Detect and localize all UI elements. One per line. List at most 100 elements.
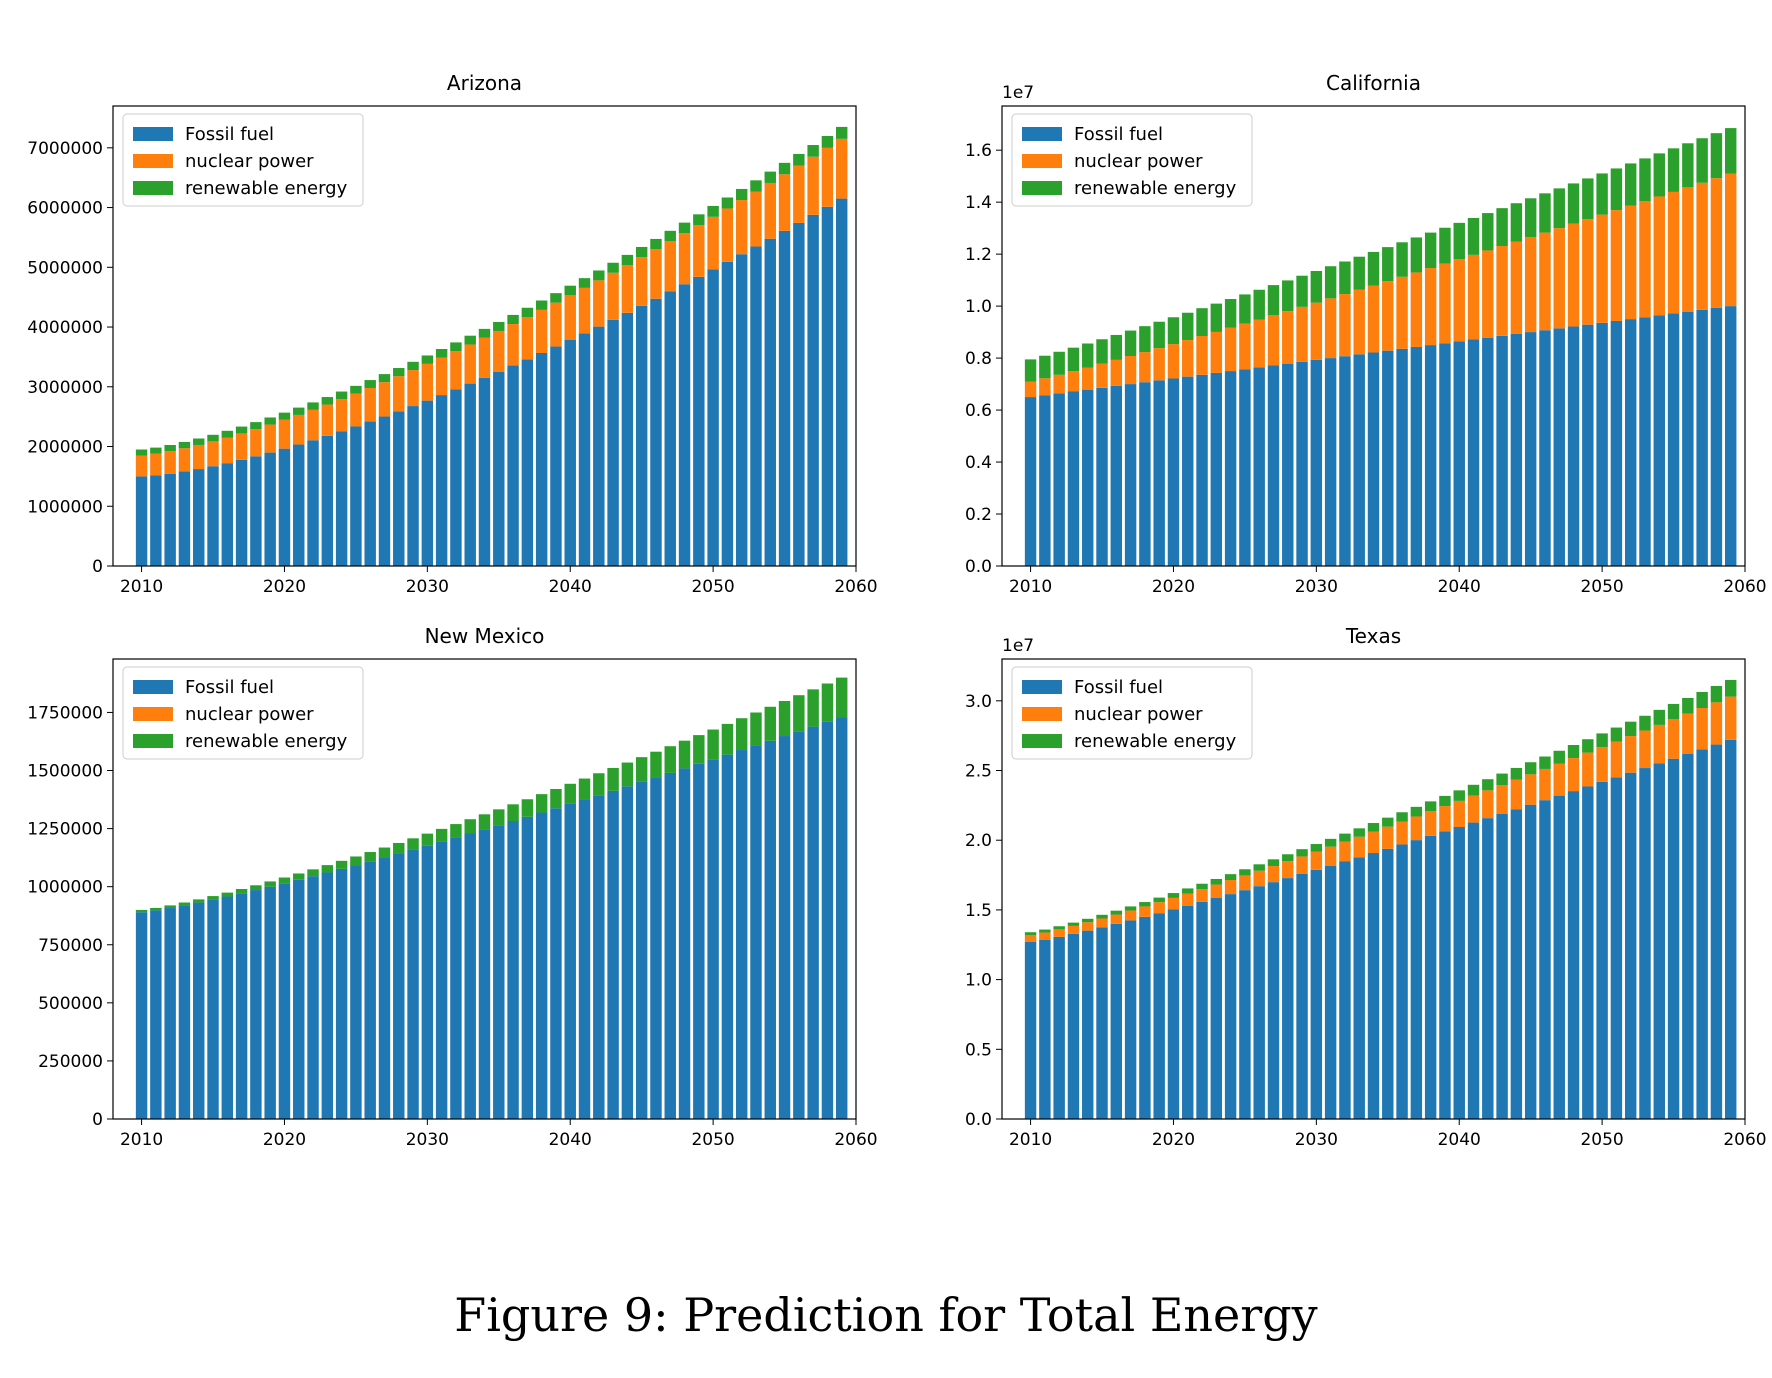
bar-renewable-2040: [564, 285, 576, 296]
bar-fossil-2051: [721, 261, 734, 566]
bar-renewable-2016: [1110, 334, 1123, 360]
bar-renewable-2038: [1424, 801, 1437, 812]
bar-renewable-2058: [821, 136, 834, 148]
bar-fossil-2033: [464, 383, 476, 566]
y-tick-label: 5000000: [27, 258, 103, 278]
bar-fossil-2021: [293, 879, 305, 1119]
x-tick-label: 2060: [834, 1130, 877, 1150]
bar-fossil-2016: [1110, 385, 1123, 566]
bar-nuclear-2053: [1639, 201, 1651, 318]
bar-nuclear-2038: [1424, 268, 1437, 346]
bar-nuclear-2028: [1282, 861, 1294, 879]
bar-fossil-2050: [707, 759, 719, 1119]
bar-fossil-2049: [693, 763, 705, 1119]
bar-renewable-2026: [1253, 864, 1265, 871]
bar-fossil-2011: [1039, 395, 1051, 566]
bar-fossil-2034: [478, 377, 491, 566]
bar-nuclear-2021: [1182, 893, 1194, 906]
bar-nuclear-2046: [1539, 768, 1551, 801]
bar-renewable-2057: [1696, 138, 1708, 183]
bar-fossil-2035: [1382, 848, 1394, 1119]
bar-nuclear-2024: [335, 399, 348, 432]
bar-nuclear-2016: [1110, 359, 1123, 386]
bar-nuclear-2029: [407, 370, 419, 407]
bar-fossil-2030: [1310, 359, 1323, 566]
bar-fossil-2042: [1482, 337, 1494, 566]
bar-renewable-2033: [464, 335, 476, 345]
bar-nuclear-2047: [664, 241, 676, 292]
bar-fossil-2032: [450, 837, 462, 1119]
y-tick-label: 0.4: [965, 453, 992, 473]
bar-fossil-2058: [1710, 307, 1723, 566]
bar-nuclear-2054: [1653, 724, 1665, 764]
bar-renewable-2016: [1110, 910, 1123, 915]
legend: Fossil fuel nuclear power renewable energy: [122, 113, 364, 207]
legend-label-renewable: renewable energy: [1074, 178, 1237, 199]
bar-renewable-2056: [793, 695, 805, 732]
bar-fossil-2054: [1653, 315, 1665, 566]
bar-renewable-2054: [764, 706, 776, 741]
bar-nuclear-2024: [1224, 327, 1237, 372]
bar-nuclear-2012: [1053, 374, 1065, 394]
bar-renewable-2052: [1624, 721, 1637, 737]
figure-caption: Figure 9: Prediction for Total Energy: [454, 1288, 1318, 1342]
bar-renewable-2040: [1453, 222, 1465, 260]
bar-nuclear-2039: [550, 302, 562, 347]
bar-fossil-2055: [1667, 758, 1680, 1119]
x-tick-label: 2030: [406, 577, 449, 597]
bar-fossil-2053: [750, 246, 762, 566]
y-tick-label: 1000000: [27, 878, 103, 898]
bar-fossil-2057: [1696, 749, 1708, 1119]
bar-fossil-2048: [1567, 326, 1580, 566]
bar-renewable-2059: [1725, 679, 1737, 697]
bar-nuclear-2046: [650, 249, 662, 299]
bar-fossil-2059: [1725, 306, 1737, 566]
legend-swatch-fossil: [133, 127, 173, 141]
bar-fossil-2056: [793, 731, 805, 1119]
bar-renewable-2032: [450, 342, 462, 352]
bar-renewable-2010: [1024, 932, 1037, 935]
bar-nuclear-2048: [1567, 223, 1580, 327]
bar-renewable-2043: [1496, 208, 1508, 246]
y-tick-label: 500000: [38, 994, 103, 1014]
bar-nuclear-2039: [1439, 263, 1451, 344]
bar-fossil-2047: [664, 772, 676, 1119]
bar-fossil-2046: [650, 298, 662, 566]
bar-renewable-2044: [1510, 767, 1523, 780]
bar-fossil-2044: [621, 312, 634, 566]
y-tick-label: 1250000: [27, 820, 103, 840]
bar-renewable-2043: [607, 262, 619, 273]
bar-fossil-2018: [1139, 916, 1151, 1119]
bar-nuclear-2058: [1710, 178, 1723, 308]
bar-nuclear-2015: [1096, 918, 1108, 928]
bar-nuclear-2035: [1382, 281, 1394, 351]
bar-renewable-2048: [1567, 745, 1580, 759]
bar-nuclear-2058: [1710, 702, 1723, 745]
bar-nuclear-2047: [1553, 228, 1565, 329]
bar-fossil-2022: [307, 440, 319, 566]
bar-nuclear-2031: [1324, 298, 1337, 359]
bar-fossil-2050: [1596, 781, 1608, 1119]
bar-renewable-2039: [1439, 227, 1451, 264]
chart-panel-california: 2010 2020 2030 2040 2050 2060 0.0 0.2 0.4 0.6 0.8 1…: [965, 71, 1767, 597]
bar-renewable-2058: [821, 683, 834, 722]
bar-renewable-2041: [1467, 784, 1480, 796]
legend-label-renewable: renewable energy: [1074, 731, 1237, 752]
bar-renewable-2024: [1224, 874, 1237, 881]
bar-fossil-2046: [1539, 330, 1551, 566]
bar-fossil-2011: [1039, 939, 1051, 1119]
x-tick-label: 2030: [406, 1130, 449, 1150]
bar-nuclear-2042: [593, 280, 605, 327]
bar-renewable-2011: [150, 907, 162, 911]
bar-fossil-2021: [1182, 376, 1194, 566]
bar-renewable-2013: [178, 441, 191, 449]
bar-renewable-2052: [1624, 163, 1637, 206]
bar-renewable-2053: [750, 180, 762, 192]
bar-renewable-2045: [1524, 762, 1537, 775]
bar-renewable-2023: [321, 865, 334, 873]
bar-renewable-2053: [1639, 158, 1651, 202]
bar-renewable-2012: [1053, 351, 1065, 375]
bar-fossil-2017: [1124, 384, 1137, 566]
bar-fossil-2037: [1410, 840, 1423, 1119]
bar-renewable-2034: [1367, 251, 1380, 286]
